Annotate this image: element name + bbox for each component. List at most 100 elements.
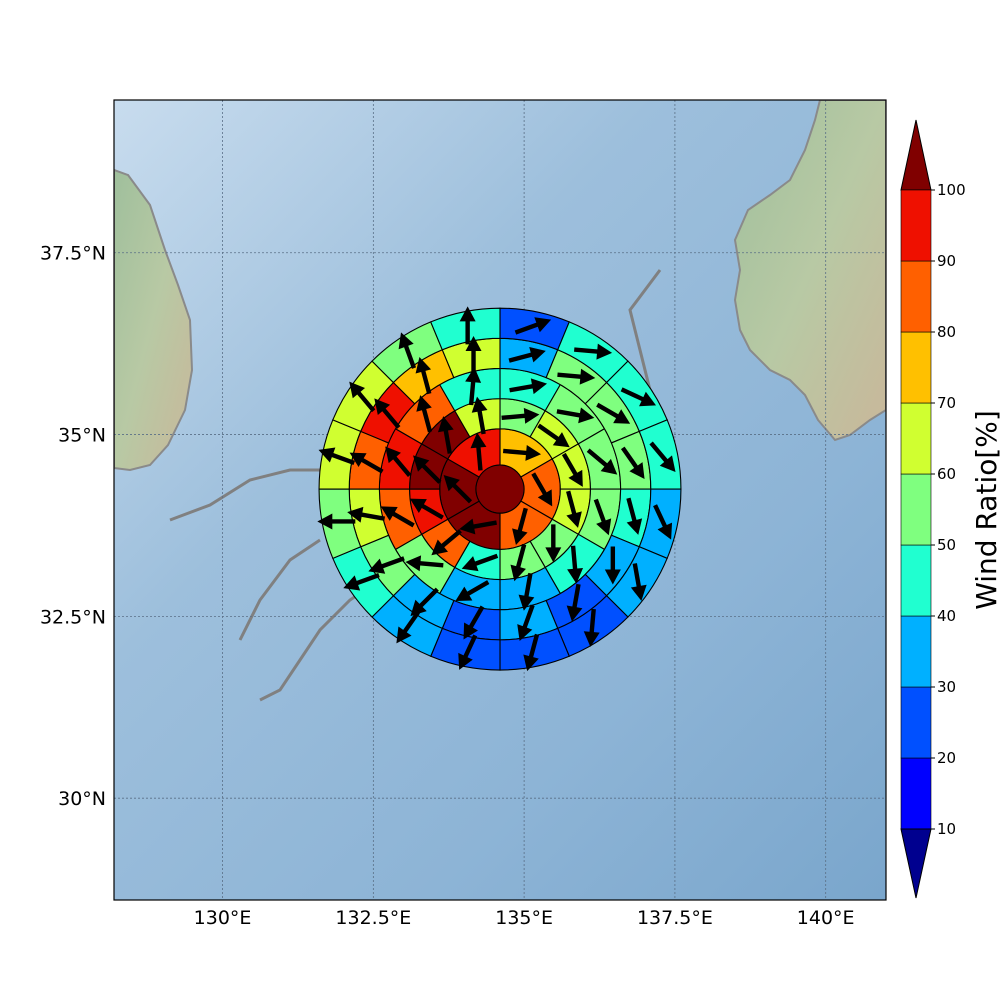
wind-arrow	[596, 402, 631, 424]
wind-arrow-shape	[396, 610, 420, 644]
x-tick-label: 137.5°E	[637, 907, 713, 929]
ring-sector	[430, 307, 501, 351]
x-tick-label: 130°E	[194, 907, 252, 929]
colorbar-segment	[900, 686, 932, 759]
wind-arrow	[458, 634, 478, 670]
wind-arrow-shape	[398, 332, 417, 369]
wind-arrow	[626, 497, 643, 535]
wind-arrow-shape	[653, 504, 673, 540]
wind-arrow	[502, 444, 542, 461]
colorbar-segment	[900, 615, 932, 688]
y-tick-label: 37.5°N	[40, 243, 106, 265]
wind-arrow	[593, 498, 612, 536]
wind-arrow	[431, 529, 462, 556]
wind-arrow	[620, 387, 657, 407]
wind-arrow	[630, 563, 647, 601]
wind-arrow-shape	[470, 432, 487, 471]
wind-arrow-shape	[561, 452, 583, 487]
wind-arrow	[501, 407, 540, 424]
wind-arrow	[508, 346, 546, 363]
wind-arrow	[343, 573, 380, 591]
colorbar-tick-label: 10	[937, 820, 956, 838]
wind-arrow-shape	[626, 497, 643, 535]
colorbar-label: Wind Ratio[%]	[970, 410, 1000, 610]
wind-arrow	[604, 546, 621, 585]
wind-arrow	[405, 555, 444, 572]
wind-arrow	[509, 378, 548, 395]
wind-arrow	[566, 583, 583, 622]
wind-arrow-shape	[347, 506, 386, 523]
wind-arrow-shape	[343, 573, 380, 591]
wind-arrow-shape	[567, 545, 584, 584]
colorbar-segment	[900, 544, 932, 617]
x-axis-ticks: 130°E 132.5°E 135°E 137.5°E 140°E	[194, 907, 855, 929]
wind-arrow-shape	[508, 346, 546, 363]
wind-arrow-shape	[518, 572, 535, 611]
wind-arrow	[561, 452, 583, 487]
wind-arrow-shape	[566, 490, 582, 528]
wind-arrow	[413, 455, 442, 484]
map-frame	[114, 100, 886, 900]
map-border	[113, 99, 887, 901]
wind-arrow-shape	[509, 378, 548, 395]
wind-arrow	[465, 335, 482, 374]
colorbar-segment	[900, 260, 932, 333]
honshu-east-landmass	[733, 100, 886, 442]
colorbar-tick-label: 40	[937, 607, 956, 625]
wind-arrow-shape	[349, 381, 376, 413]
wind-arrow-shape	[415, 356, 432, 395]
wind-arrow	[523, 633, 540, 672]
wind-arrow-shape	[465, 367, 482, 406]
wind-arrow-shape	[380, 506, 415, 528]
wind-arrow	[459, 518, 497, 535]
wind-arrow-shape	[349, 452, 384, 474]
wind-arrow-shape	[368, 556, 405, 574]
wind-arrow-shape	[317, 513, 356, 530]
wind-arrow	[455, 580, 490, 602]
wind-arrow-shape	[620, 446, 645, 479]
wind-arrow	[465, 367, 482, 406]
wind-arrow-shape	[461, 553, 499, 572]
wind-arrow	[461, 553, 499, 572]
wind-arrow-shape	[443, 474, 473, 504]
wind-arrow-shape	[437, 416, 454, 454]
wind-arrow-shape	[374, 398, 401, 429]
wind-arrow-shape	[459, 306, 476, 345]
wind-arrow	[653, 504, 673, 540]
wind-arrow-shape	[385, 446, 412, 477]
wind-arrow-shape	[459, 518, 497, 535]
wind-arrow	[374, 398, 401, 429]
wind-arrow-shape	[409, 498, 444, 520]
wind-arrow	[567, 545, 584, 584]
wind-arrow	[459, 306, 476, 345]
wind-arrow	[517, 604, 535, 641]
colorbar-tick-label: 50	[937, 536, 956, 554]
wind-arrow	[620, 446, 645, 479]
wind-arrow-shape	[593, 498, 612, 536]
wind-arrow	[349, 452, 384, 474]
wind-arrow	[470, 432, 487, 471]
x-tick-label: 140°E	[797, 907, 855, 929]
wind-arrow	[510, 543, 527, 582]
wind-arrow	[317, 513, 356, 530]
wind-arrow	[556, 407, 595, 424]
wind-arrow-shape	[455, 580, 490, 602]
wind-arrow-shape	[416, 395, 433, 433]
wind-arrow-shape	[545, 524, 562, 563]
colorbar-tick-label: 60	[937, 465, 956, 483]
wind-arrow	[463, 605, 485, 640]
colorbar-segment	[900, 473, 932, 546]
wind-arrow-shape	[537, 423, 570, 448]
wind-arrow	[583, 608, 600, 647]
wind-arrow-shape	[620, 387, 657, 407]
wind-arrow	[557, 368, 596, 385]
colorbar-segment	[900, 331, 932, 404]
wind-arrow	[380, 506, 415, 528]
colorbar-tick-label: 100	[937, 181, 966, 199]
wind-arrow	[471, 396, 488, 435]
colorbar: 10 20 30 40 50 60 70 80 90 100	[900, 119, 966, 899]
wind-arrow-shape	[630, 563, 647, 601]
wind-arrow	[545, 524, 562, 563]
wind-arrow	[574, 343, 613, 360]
